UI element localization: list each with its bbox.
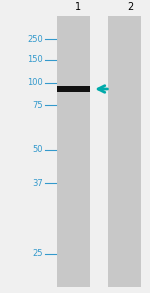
Text: 250: 250 [27, 35, 43, 44]
Text: 1: 1 [75, 2, 81, 12]
Text: 75: 75 [32, 101, 43, 110]
Bar [108, 16, 141, 287]
Bar [57, 16, 90, 287]
Bar [57, 86, 90, 92]
Text: 150: 150 [27, 55, 43, 64]
Text: 100: 100 [27, 79, 43, 87]
Text: 50: 50 [32, 145, 43, 154]
Text: 25: 25 [32, 249, 43, 258]
Text: 37: 37 [32, 179, 43, 188]
Text: 2: 2 [127, 2, 134, 12]
